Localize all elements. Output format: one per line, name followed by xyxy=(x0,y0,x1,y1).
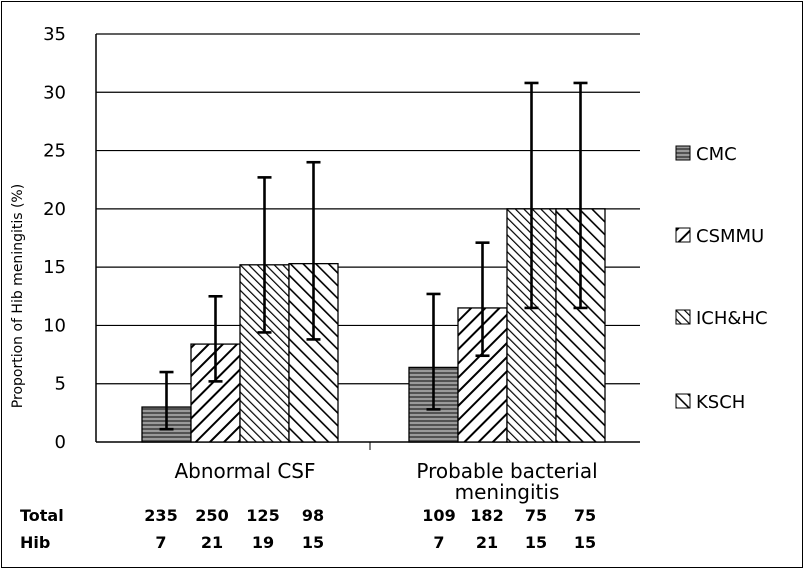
y-tick-label: 0 xyxy=(55,432,66,453)
table-cell: 75 xyxy=(574,506,596,525)
table-cell: 125 xyxy=(246,506,279,525)
legend-swatch xyxy=(675,393,691,409)
y-axis-label: Proportion of Hib meningitis (%) xyxy=(10,184,26,408)
legend-label: ICH&HC xyxy=(696,308,768,329)
y-tick-label: 35 xyxy=(43,24,66,45)
legend-swatch xyxy=(675,145,691,161)
table-cell: 15 xyxy=(525,533,547,552)
table-cell: 75 xyxy=(525,506,547,525)
legend-swatch xyxy=(675,227,691,243)
bar xyxy=(288,262,339,443)
y-tick-label: 30 xyxy=(43,82,66,103)
table-cell: 7 xyxy=(155,533,166,552)
table-cell: 21 xyxy=(201,533,223,552)
category-label: Abnormal CSF xyxy=(175,459,316,483)
table-cell: 109 xyxy=(422,506,455,525)
table-cell: 250 xyxy=(195,506,228,525)
table-cell: 19 xyxy=(252,533,274,552)
table-cell: 98 xyxy=(302,506,324,525)
category-label: Probable bacterial xyxy=(416,459,597,483)
table-cell: 182 xyxy=(470,506,503,525)
table-cell: 235 xyxy=(144,506,177,525)
y-tick-label: 15 xyxy=(43,257,66,278)
legend-label: CMC xyxy=(696,144,737,165)
category-label: meningitis xyxy=(455,480,560,504)
table-row-label: Total xyxy=(20,506,64,525)
y-tick-label: 25 xyxy=(43,141,66,162)
y-tick-label: 5 xyxy=(55,374,66,395)
table-cell: 21 xyxy=(476,533,498,552)
legend-swatch xyxy=(675,309,691,325)
table-row-label: Hib xyxy=(20,533,50,552)
y-tick-label: 10 xyxy=(43,315,66,336)
legend-label: KSCH xyxy=(696,392,745,413)
table-cell: 15 xyxy=(574,533,596,552)
y-tick-label: 20 xyxy=(43,199,66,220)
table-cell: 15 xyxy=(302,533,324,552)
legend-label: CSMMU xyxy=(696,226,764,247)
table-cell: 7 xyxy=(433,533,444,552)
